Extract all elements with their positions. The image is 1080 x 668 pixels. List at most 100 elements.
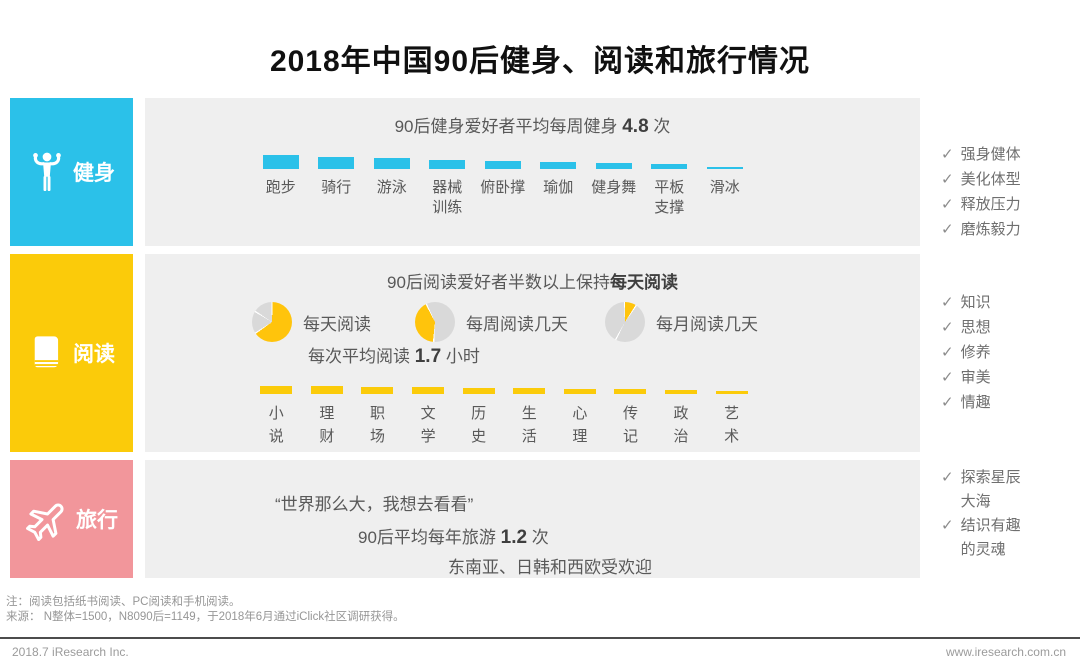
- pie-label: 每天阅读: [303, 314, 371, 334]
- benefit-item: ✓ 情趣: [941, 390, 1079, 415]
- bar-label: 滑冰: [709, 179, 740, 196]
- footnote-source: 来源： N整体=1500，N8090后=1149，于2018年6月通过iClic…: [6, 611, 405, 623]
- reading-bar: [563, 389, 596, 394]
- check-icon: ✓: [941, 171, 954, 188]
- footer-brand: 2018.7 iResearch Inc.: [12, 645, 129, 659]
- fitness-bar: [429, 160, 466, 169]
- bar-column: 生活: [504, 386, 555, 448]
- fitness-bar: [373, 158, 410, 169]
- fitness-bar: [318, 157, 355, 169]
- bar-column: 健身舞: [586, 155, 642, 217]
- bar-label: 职场: [369, 405, 385, 445]
- bar-label: 小说: [268, 405, 284, 445]
- page-title: 2018年中国90后健身、阅读和旅行情况: [269, 45, 811, 78]
- pie-label: 每月阅读几天: [656, 314, 758, 334]
- bar-column: 传记: [605, 386, 656, 448]
- benefit-item: ✓ 修养: [941, 340, 1079, 365]
- bar-label: 生活: [521, 405, 537, 445]
- bar-column: 政治: [656, 386, 707, 448]
- bar-label: 跑步: [265, 179, 296, 196]
- check-icon: ✓: [941, 369, 954, 386]
- reading-bar: [310, 386, 343, 394]
- reading-bar: [614, 389, 647, 394]
- bar-column: 理财: [302, 386, 353, 448]
- reading-avg-line: 每次平均阅读 1.7 小时: [308, 346, 480, 367]
- muscle-man-icon: [33, 152, 61, 191]
- fitness-label: 健身: [73, 162, 115, 185]
- travel-label: 旅行: [76, 509, 118, 532]
- reading-bar: [715, 391, 748, 394]
- bar-column: 心理: [555, 386, 606, 448]
- fitness-bar: [540, 162, 577, 169]
- fitness-bar: [484, 161, 521, 169]
- fitness-bar: [651, 164, 688, 169]
- check-icon: ✓: [941, 319, 954, 336]
- footer: 2018.7 iResearch Inc. www.iresearch.com.…: [12, 645, 1066, 659]
- footnotes: 注：阅读包括纸书阅读、PC阅读和手机阅读。 来源： N整体=1500，N8090…: [6, 595, 405, 625]
- bar-column: 俯卧撑: [475, 155, 531, 217]
- benefit-item: ✓ 结识有趣 的灵魂: [941, 514, 1079, 562]
- footer-divider: [0, 637, 1080, 639]
- fitness-bar: [706, 167, 743, 169]
- benefit-label: 情趣: [960, 394, 991, 411]
- bar-label: 文学: [420, 405, 436, 445]
- reading-bar: [513, 388, 546, 394]
- bar-column: 跑步: [253, 155, 309, 217]
- travel-frequency-line: 90后平均每年旅游 1.2 次: [358, 527, 549, 548]
- check-icon: ✓: [941, 146, 954, 163]
- benefit-label: 结识有趣 的灵魂: [960, 517, 1021, 558]
- bar-column: 艺术: [706, 386, 757, 448]
- pie-label: 每周阅读几天: [466, 314, 568, 334]
- reading-bar: [665, 390, 698, 394]
- pie-chart: [605, 302, 645, 342]
- check-icon: ✓: [941, 196, 954, 213]
- bar-column: 平板 支撑: [642, 155, 698, 217]
- check-icon: ✓: [941, 394, 954, 411]
- fitness-bar: [262, 155, 299, 169]
- benefit-item: ✓ 审美: [941, 365, 1079, 390]
- fitness-stat-value: 4.8: [622, 116, 649, 137]
- pie-group: 每天阅读: [252, 302, 371, 342]
- fitness-bar: [595, 163, 632, 169]
- check-icon: ✓: [941, 344, 954, 361]
- bar-label: 俯卧撑: [480, 179, 526, 196]
- reading-label: 阅读: [73, 343, 115, 366]
- bar-label: 健身舞: [591, 179, 637, 196]
- airplane-icon: [26, 503, 64, 541]
- bar-column: 文学: [403, 386, 454, 448]
- bar-label: 理财: [319, 405, 335, 445]
- benefit-label: 探索星辰 大海: [960, 469, 1021, 510]
- footer-url: www.iresearch.com.cn: [945, 645, 1066, 659]
- bar-label: 瑜伽: [543, 179, 574, 196]
- reading-bar: [462, 388, 495, 394]
- bar-column: 职场: [352, 386, 403, 448]
- reading-bar: [412, 387, 445, 394]
- benefit-label: 磨炼毅力: [960, 221, 1021, 238]
- pie-group: 每月阅读几天: [605, 302, 758, 342]
- fitness-bar-chart: 跑步 骑行 游泳 器械 训练 俯卧撑 瑜伽 健身舞 平板 支撑 滑冰: [253, 155, 753, 217]
- reading-bar-chart: 小说 理财 职场 文学 历史 生活 心理 传记 政治 艺术: [251, 386, 757, 448]
- benefit-item: ✓ 思想: [941, 315, 1079, 340]
- bar-label: 游泳: [376, 179, 407, 196]
- travel-benefits-list: ✓ 探索星辰 大海 ✓ 结识有趣 的灵魂: [941, 466, 1079, 562]
- bar-column: 骑行: [309, 155, 365, 217]
- benefit-item: ✓ 磨炼毅力: [941, 217, 1079, 242]
- reading-bar: [361, 387, 394, 394]
- bar-label: 传记: [622, 405, 638, 445]
- check-icon: ✓: [941, 517, 954, 534]
- reading-panel: 90后阅读爱好者半数以上保持每天阅读 每天阅读 每周阅读几天 每月阅读几天 每次平均…: [145, 254, 920, 452]
- benefit-item: ✓ 探索星辰 大海: [941, 466, 1079, 514]
- bar-label: 心理: [572, 405, 588, 445]
- bar-label: 骑行: [321, 179, 352, 196]
- benefit-label: 思想: [960, 319, 991, 336]
- travel-quote: “世界那么大，我想去看看”: [275, 495, 474, 514]
- bar-label: 平板 支撑: [654, 179, 685, 216]
- bar-label: 历史: [471, 405, 487, 445]
- section-label-fitness: 健身: [10, 98, 133, 246]
- travel-destinations-line: 东南亚、日韩和西欧受欢迎: [448, 558, 652, 577]
- benefit-item: ✓ 美化体型: [941, 167, 1079, 192]
- pie-chart: [252, 302, 292, 342]
- benefit-label: 美化体型: [960, 171, 1021, 188]
- pie-chart: [415, 302, 455, 342]
